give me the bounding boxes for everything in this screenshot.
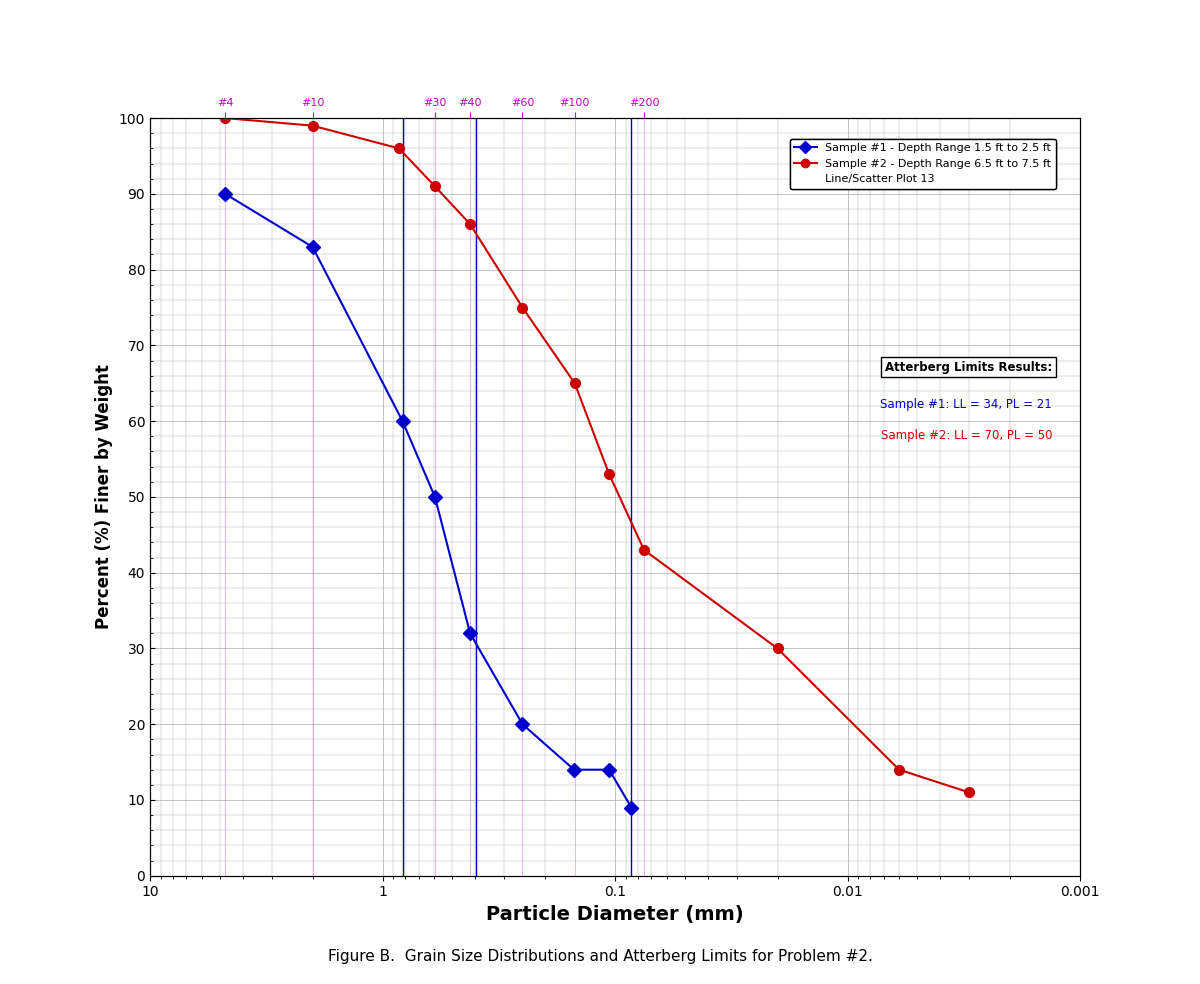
Text: Figure B.  Grain Size Distributions and Atterberg Limits for Problem #2.: Figure B. Grain Size Distributions and A… [328,950,872,964]
Legend: Sample #1 - Depth Range 1.5 ft to 2.5 ft, Sample #2 - Depth Range 6.5 ft to 7.5 : Sample #1 - Depth Range 1.5 ft to 2.5 ft… [790,139,1056,189]
Y-axis label: Percent (%) Finer by Weight: Percent (%) Finer by Weight [95,364,113,630]
X-axis label: Particle Diameter (mm): Particle Diameter (mm) [486,905,744,924]
Text: Sample #1: LL = 34, PL = 21: Sample #1: LL = 34, PL = 21 [881,399,1052,411]
Text: Atterberg Limits Results:: Atterberg Limits Results: [884,360,1052,374]
Text: Sample #2: LL = 70, PL = 50: Sample #2: LL = 70, PL = 50 [881,429,1052,442]
